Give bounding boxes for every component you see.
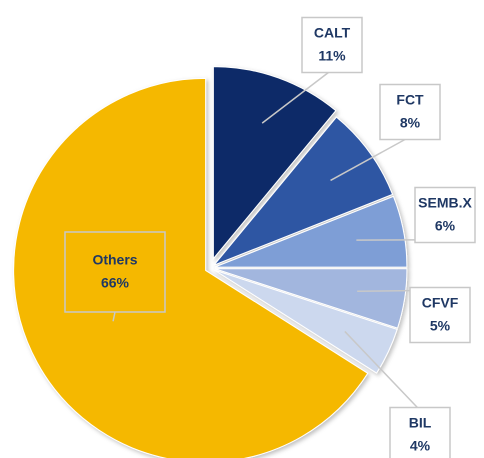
pie-slice bbox=[214, 268, 408, 329]
value-label: 5% bbox=[430, 318, 451, 334]
value-label: 4% bbox=[410, 438, 431, 454]
category-label: CFVF bbox=[422, 295, 459, 311]
pie-slice bbox=[214, 195, 408, 268]
category-label: SEMB.X bbox=[418, 195, 472, 211]
value-label: 11% bbox=[318, 48, 346, 64]
leader-line bbox=[261, 69, 333, 124]
leader-line bbox=[330, 136, 411, 182]
label-box bbox=[379, 83, 441, 141]
pie-slice bbox=[214, 269, 398, 374]
category-label: BIL bbox=[409, 415, 432, 431]
value-label: 8% bbox=[400, 115, 421, 131]
pie-slice bbox=[13, 77, 369, 458]
label-box bbox=[389, 406, 451, 458]
value-label: 6% bbox=[435, 218, 456, 234]
label-box bbox=[414, 186, 476, 244]
pie-slice bbox=[212, 66, 337, 260]
pie-slice bbox=[213, 116, 394, 266]
category-label: FCT bbox=[396, 92, 424, 108]
category-label: CALT bbox=[314, 25, 351, 41]
leader-line bbox=[344, 330, 421, 411]
value-label: 66% bbox=[101, 275, 130, 291]
label-box bbox=[301, 16, 363, 74]
labels: CALT 11% FCT 8% SEMB.X 6% CFVF 5% BIL 4% Others 66% bbox=[64, 16, 476, 458]
label-box bbox=[409, 286, 471, 344]
category-label: Others bbox=[92, 252, 137, 268]
leader-line bbox=[112, 311, 116, 322]
label-box bbox=[64, 231, 166, 313]
pie bbox=[13, 66, 408, 458]
